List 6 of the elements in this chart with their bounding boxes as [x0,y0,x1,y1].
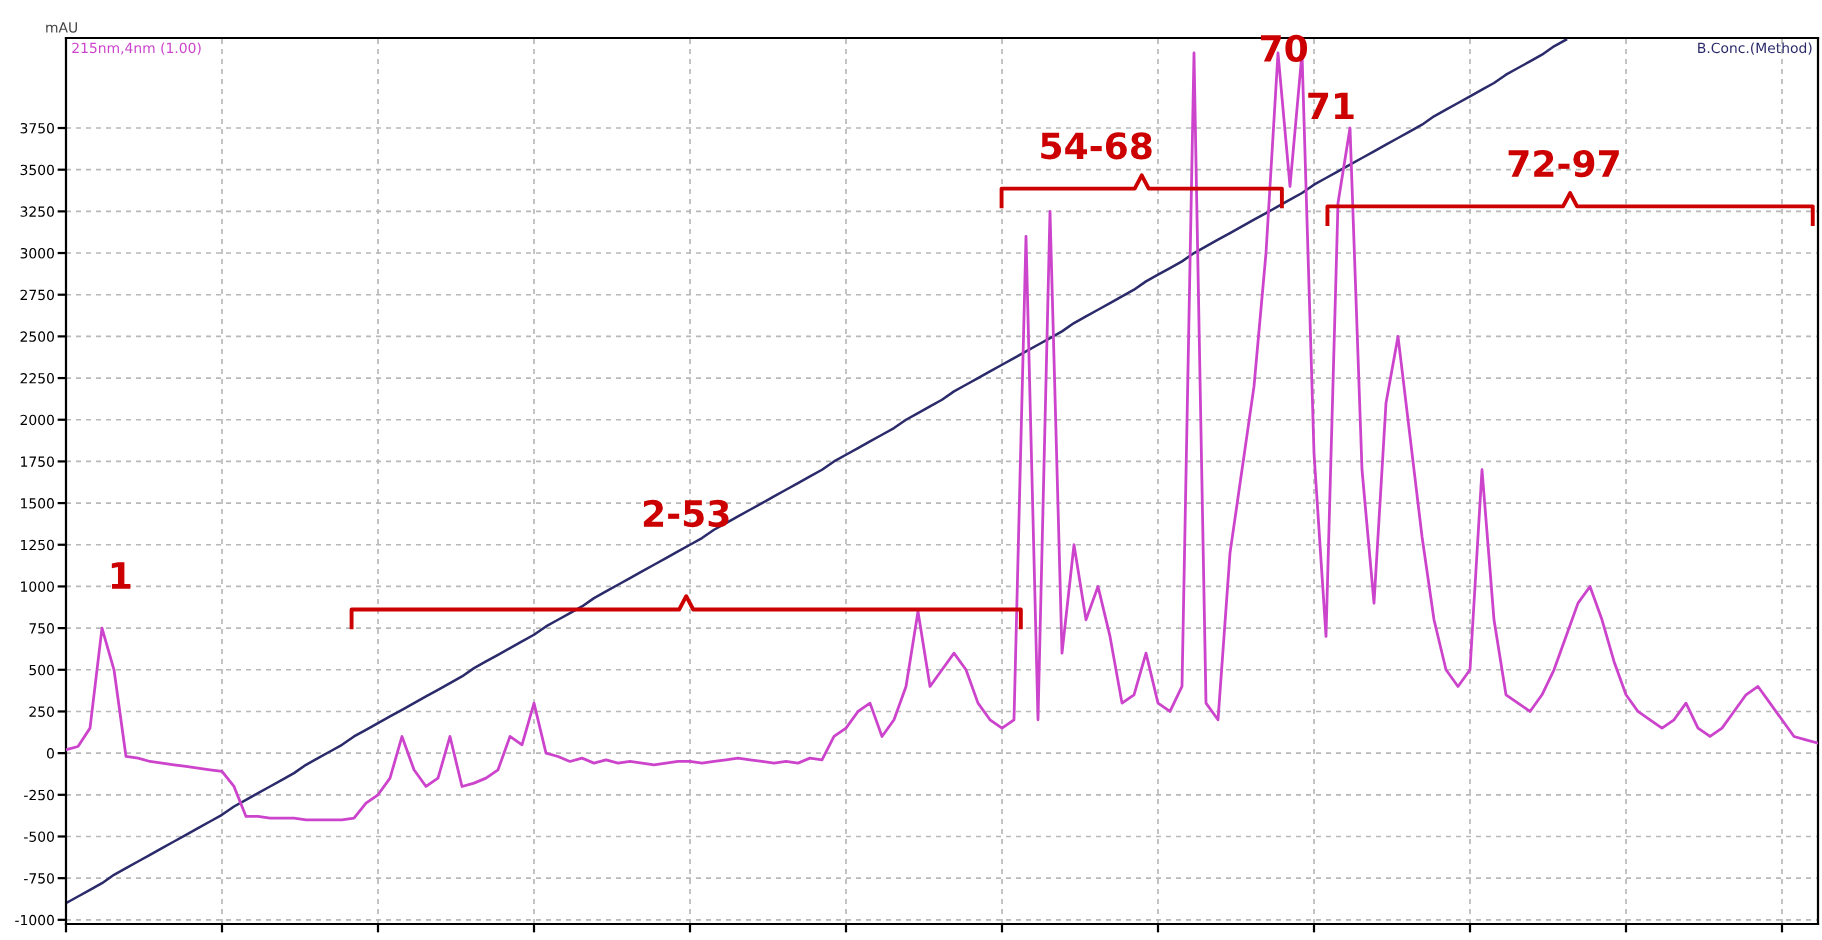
annotation: 1 [111,562,131,589]
annotation: 2-53 [643,499,729,528]
annotation: 54-68 [1041,132,1152,160]
annotation: 71 [1308,92,1354,120]
annotation: 70 [1260,34,1308,63]
annotation: 72-97 [1508,149,1619,178]
